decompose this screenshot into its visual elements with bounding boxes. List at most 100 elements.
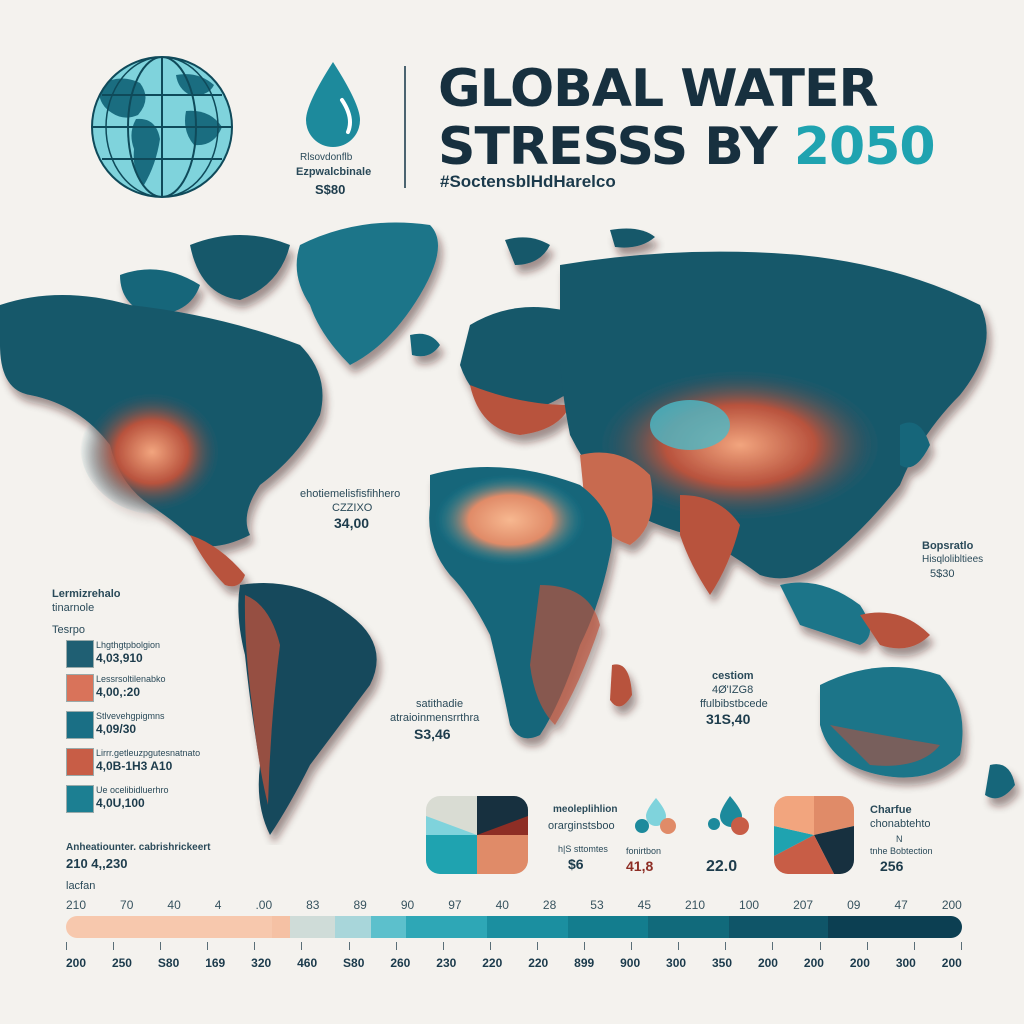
scale-bottom-label: 300 — [895, 956, 916, 970]
atlantic-label: ehotiemelisfisfihhero — [300, 488, 401, 500]
scale-ticks — [66, 942, 962, 952]
scale-bottom-label: 900 — [620, 956, 641, 970]
color-scale-segment — [827, 916, 962, 938]
drop-caption-1: Rlsovdonflb — [300, 152, 353, 163]
legend-label-1: Lhgthgtpbolgion — [96, 640, 161, 650]
scale-bottom-label: 899 — [574, 956, 595, 970]
title-line-1: GLOBAL WATER — [438, 59, 879, 119]
water-drop-icon-3 — [700, 794, 756, 840]
right-value: 5$30 — [930, 568, 955, 580]
scale-bottom-label: 300 — [666, 956, 687, 970]
card3-value: 22.0 — [706, 858, 738, 875]
right-label: Bopsratlo — [922, 540, 974, 552]
atlantic-sub: CZZIXO — [332, 502, 373, 514]
title-line-2-text: STRESSS BY — [438, 117, 778, 177]
drop-caption-2: Ezpwalcbinale — [296, 166, 372, 178]
scale-bottom-label: 220 — [528, 956, 549, 970]
color-scale-bar — [66, 916, 962, 938]
scale-top-label: 89 — [353, 898, 367, 912]
card4-value: 256 — [880, 858, 904, 874]
scale-top-label: 47 — [894, 898, 908, 912]
legend-label-3: Stlvevehgpigmns — [96, 711, 165, 721]
legend-footer-label: Anheatiounter. cabrishrickeert — [66, 842, 211, 853]
card1-sub2: h|S sttomtes — [558, 844, 608, 854]
legend-footer-value: 210 4,,230 — [66, 856, 128, 871]
scale-bottom-label: 200 — [941, 956, 962, 970]
header-divider — [404, 66, 406, 188]
globe-icon — [90, 55, 234, 199]
pie-card-1 — [426, 796, 528, 874]
color-scale-segment — [487, 916, 568, 938]
legend-value-3: 4,09/30 — [96, 722, 137, 736]
south-value: S3,46 — [414, 726, 451, 742]
legend-swatch-4 — [66, 748, 94, 776]
scale-top-label: 83 — [306, 898, 320, 912]
legend-subtitle: Tesrpo — [52, 624, 86, 636]
legend-title-1: Lermizrehalo — [52, 588, 121, 600]
card4-sub2: N — [896, 834, 903, 844]
scale-bottom-label: 230 — [436, 956, 457, 970]
legend-value-2: 4,00,:20 — [96, 685, 141, 699]
scale-bottom-label: 169 — [205, 956, 226, 970]
scale-bottom-label: 220 — [482, 956, 503, 970]
color-scale-segment — [272, 916, 290, 938]
color-scale-segment — [334, 916, 371, 938]
color-scale-segment — [66, 916, 273, 938]
color-scale-segment — [370, 916, 407, 938]
color-scale-segment — [729, 916, 828, 938]
scale-top-label: 40 — [495, 898, 509, 912]
title-line-2: STRESSS BY 2050 — [438, 117, 936, 177]
scale-bottom-label: S80 — [343, 956, 365, 970]
drop-caption-3: S$80 — [315, 182, 346, 197]
scale-bottom-label: 250 — [111, 956, 132, 970]
card2-value: 41,8 — [626, 858, 654, 874]
card1-sub: orarginstsboo — [548, 820, 615, 832]
scale-top-label: 70 — [120, 898, 134, 912]
color-scale-segment — [567, 916, 649, 938]
scale-bottom-label: 200 — [849, 956, 870, 970]
card4-sub3: tnhe Bobtection — [870, 846, 933, 856]
legend-swatch-5 — [66, 785, 94, 813]
card2-label: fonirtbon — [626, 846, 662, 856]
card4-label: Charfue — [870, 804, 912, 816]
south-label: satithadie — [416, 698, 464, 710]
scale-top-label: 53 — [590, 898, 604, 912]
indian-sub2: ffulbibstbcede — [700, 698, 768, 710]
scale-bottom-label: 460 — [297, 956, 318, 970]
scale-top-label: 28 — [542, 898, 557, 912]
scale-top-label: 90 — [400, 898, 415, 912]
card1-label: meoleplihlion — [553, 804, 618, 815]
legend-title-2: tinarnole — [52, 602, 95, 614]
right-sub: Hisqlolibltiees — [922, 554, 984, 565]
water-drop-icon-2 — [632, 796, 682, 836]
scale-bottom-label: 320 — [251, 956, 272, 970]
hashtag: #SoctensblHdHarelco — [440, 172, 616, 191]
legend-value-1: 4,03,910 — [96, 651, 143, 665]
legend-footer-word: lacfan — [66, 880, 96, 892]
legend-label-5: Ue ocelibidluerhro — [96, 785, 169, 795]
scale-top-label: 4 — [214, 898, 222, 912]
scale-top-label: .00 — [255, 898, 273, 912]
color-scale-segment — [290, 916, 335, 938]
indian-label: cestiom — [712, 670, 754, 682]
legend-value-4: 4,0B-1H3 A10 — [96, 759, 173, 773]
legend-label-4: Lirrr.getleuzpgutesnatnato — [96, 748, 201, 758]
legend-swatch-2 — [66, 674, 94, 702]
south-sub: atraioinmensrrthra — [390, 712, 480, 724]
world-map — [0, 205, 1024, 845]
card1-value: $6 — [568, 856, 584, 872]
scale-top-labels: 210 70 40 4 .00 83 89 90 97 40 28 53 45 … — [66, 898, 962, 912]
scale-bottom-label: 200 — [803, 956, 824, 970]
scale-top-label: 09 — [847, 898, 861, 912]
scale-top-label: 200 — [941, 898, 962, 912]
page-title: GLOBAL WATER STRESSS BY 2050 — [438, 59, 936, 177]
scale-bottom-label: 200 — [757, 956, 778, 970]
legend-swatch-1 — [66, 640, 94, 668]
scale-bottom-label: S80 — [157, 956, 180, 970]
scale-top-label: 97 — [448, 898, 462, 912]
scale-top-label: 100 — [739, 898, 760, 912]
scale-bottom-label: 260 — [390, 956, 411, 970]
legend-value-5: 4,0U,100 — [96, 796, 145, 810]
scale-top-label: 45 — [637, 898, 651, 912]
scale-top-label: 210 — [66, 898, 87, 912]
